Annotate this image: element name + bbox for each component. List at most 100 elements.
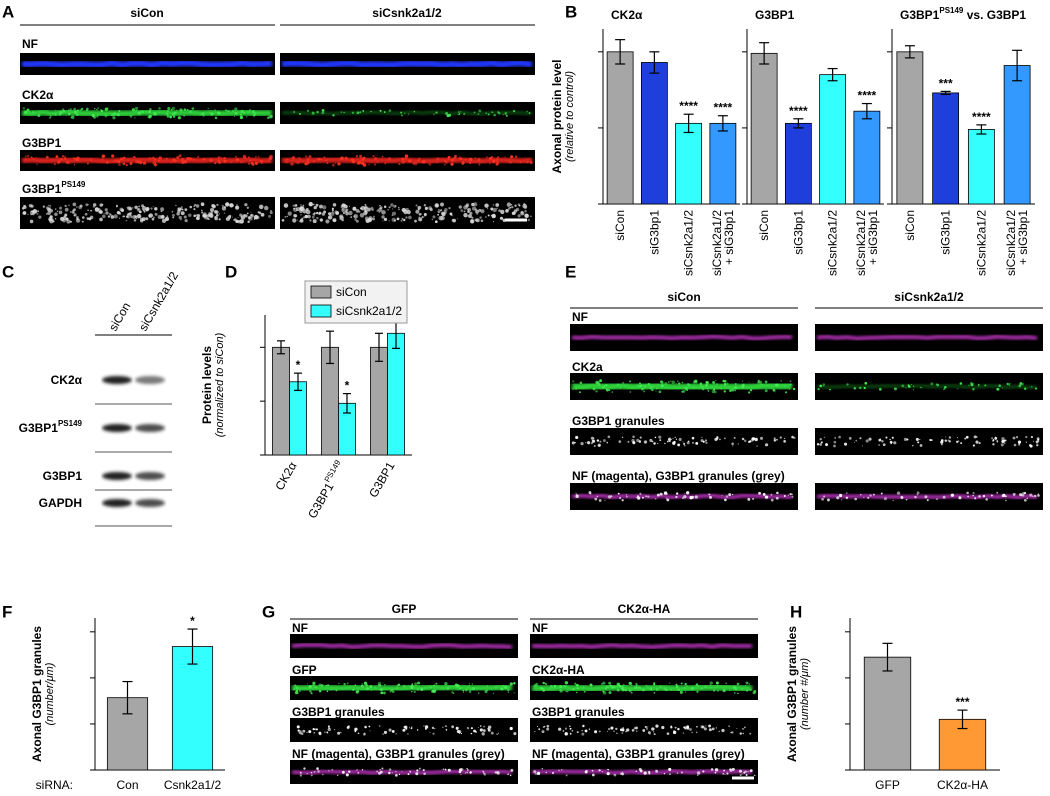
granule xyxy=(825,443,828,446)
granule xyxy=(146,210,148,212)
granule xyxy=(127,159,129,161)
granule xyxy=(101,203,104,206)
granule xyxy=(400,219,403,222)
panel-letter: E xyxy=(565,263,576,282)
granule xyxy=(391,214,393,216)
granule xyxy=(708,724,711,728)
y-axis-label: Protein levels xyxy=(200,346,214,424)
granule xyxy=(179,207,183,211)
granule xyxy=(500,209,505,215)
chart-title-part: vs. G3BP1 xyxy=(963,8,1026,22)
granule xyxy=(509,682,513,686)
axon xyxy=(21,156,273,165)
granule xyxy=(1025,435,1028,439)
granule xyxy=(701,436,703,438)
granule xyxy=(620,685,624,689)
granule xyxy=(221,206,227,211)
granule xyxy=(591,439,596,443)
column-header: GFP xyxy=(392,602,417,616)
granule xyxy=(128,207,133,211)
granule xyxy=(170,162,172,164)
granule xyxy=(388,109,392,113)
granule xyxy=(112,116,116,120)
granule xyxy=(70,163,72,165)
granule xyxy=(429,731,431,733)
granule xyxy=(889,440,893,444)
granule xyxy=(604,688,607,690)
granule xyxy=(142,158,144,160)
granule xyxy=(312,203,315,206)
granule xyxy=(774,383,779,387)
granule xyxy=(689,728,692,731)
granule xyxy=(626,496,628,498)
granule xyxy=(232,204,234,207)
granule xyxy=(154,163,157,167)
granule xyxy=(1004,495,1007,498)
granule xyxy=(49,115,52,118)
granule xyxy=(22,206,25,210)
granule xyxy=(368,164,370,166)
granule xyxy=(712,381,715,384)
granule xyxy=(98,210,103,214)
granule xyxy=(306,731,308,733)
blot-band xyxy=(102,376,132,384)
granule xyxy=(410,727,413,730)
granule xyxy=(517,214,521,218)
significance: * xyxy=(345,379,350,393)
axon xyxy=(531,683,753,693)
granule xyxy=(575,435,579,440)
granule xyxy=(974,497,977,500)
granule xyxy=(76,206,78,208)
row-label: G3BP1 granules xyxy=(572,414,665,428)
granule xyxy=(126,206,129,209)
granule xyxy=(682,732,685,734)
granule xyxy=(293,207,296,210)
error-bar xyxy=(294,372,302,391)
bar xyxy=(938,718,987,771)
granule xyxy=(382,691,386,695)
granule xyxy=(217,159,221,163)
granule xyxy=(545,771,547,774)
granule xyxy=(48,112,50,114)
granule xyxy=(820,441,823,444)
granule xyxy=(491,213,496,219)
row-label: NF xyxy=(22,37,38,51)
granule xyxy=(759,380,763,384)
granule xyxy=(96,108,98,111)
granule xyxy=(656,387,658,390)
granule xyxy=(308,202,313,207)
granule xyxy=(948,436,952,439)
granule xyxy=(783,495,786,497)
granule xyxy=(387,157,392,161)
granule xyxy=(438,160,441,162)
granule xyxy=(885,436,888,439)
granule xyxy=(672,441,676,445)
granule xyxy=(504,685,508,689)
granule xyxy=(584,729,588,733)
granule xyxy=(407,733,409,735)
granule xyxy=(240,160,243,164)
granule xyxy=(592,387,596,391)
granule xyxy=(334,162,336,164)
granule xyxy=(60,216,65,222)
significance: *** xyxy=(939,76,953,90)
granule xyxy=(942,495,946,499)
legend-label: siCsnk2a1/2 xyxy=(336,304,402,318)
granule xyxy=(618,685,622,688)
row-label: NF (magenta), G3BP1 granules (grey) xyxy=(532,747,745,761)
granule xyxy=(396,687,399,689)
granule xyxy=(607,435,611,439)
error-bar xyxy=(904,45,915,59)
granule xyxy=(148,114,152,118)
granule xyxy=(630,684,633,687)
granule xyxy=(411,726,413,728)
granule xyxy=(25,155,27,158)
granule xyxy=(608,389,611,392)
granule xyxy=(195,204,200,208)
granule xyxy=(639,492,642,495)
micrograph xyxy=(530,718,758,742)
granule xyxy=(440,215,445,221)
granule xyxy=(480,219,484,223)
granule xyxy=(449,212,453,216)
granule xyxy=(622,381,625,384)
